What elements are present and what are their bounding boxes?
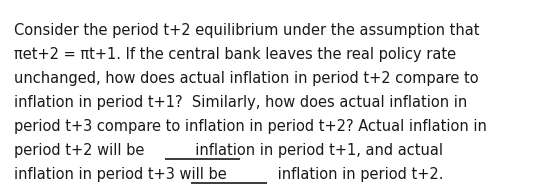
Text: unchanged, how does actual inflation in period t+2 compare to: unchanged, how does actual inflation in … [14,71,479,86]
Text: inflation in period t+3 will be           inflation in period t+2.: inflation in period t+3 will be inflatio… [14,167,444,182]
Text: Consider the period t+2 equilibrium under the assumption that: Consider the period t+2 equilibrium unde… [14,23,479,38]
Text: πet+2 = πt+1. If the central bank leaves the real policy rate: πet+2 = πt+1. If the central bank leaves… [14,47,456,62]
Text: period t+2 will be           inflation in period t+1, and actual: period t+2 will be inflation in period t… [14,143,443,158]
Text: inflation in period t+1?  Similarly, how does actual inflation in: inflation in period t+1? Similarly, how … [14,95,467,110]
Text: period t+3 compare to inflation in period t+2? Actual inflation in: period t+3 compare to inflation in perio… [14,119,487,134]
